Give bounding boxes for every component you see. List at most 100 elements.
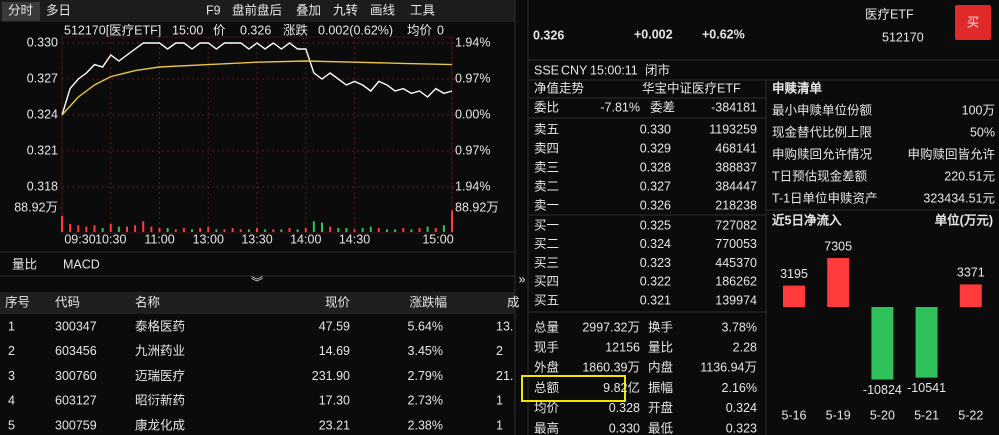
stat-label: 均价 (534, 401, 560, 415)
order-volume: 384447 (715, 179, 757, 193)
label: 涨跌 (283, 22, 309, 37)
x-tick-label: 09:30 (64, 232, 95, 246)
creation-value: 220.51元 (944, 169, 995, 183)
order-price: 0.328 (640, 160, 671, 174)
order-volume: 218238 (715, 198, 757, 212)
order-price: 0.323 (640, 256, 671, 270)
code-name: 512170[医疗ETF] (64, 23, 161, 37)
panel-title: 申赎清单 (772, 80, 823, 95)
x-tick-label: 14:00 (290, 232, 321, 246)
stat-label: 内盘 (648, 360, 673, 375)
label: 均价 (407, 23, 433, 37)
stat-label: 最低 (648, 421, 674, 435)
avg: 0 (437, 23, 444, 37)
time: 15:00 (172, 23, 203, 37)
stat-value: 2.16% (722, 381, 757, 395)
order-label: 买一 (534, 218, 559, 232)
y-tick-label: 0.321 (27, 143, 58, 157)
stat-value: 0.323 (726, 421, 757, 435)
stat-value: 2.28 (733, 340, 757, 354)
order-label: 买四 (534, 275, 559, 289)
table-cell[interactable]: 九洲药业 (135, 344, 185, 358)
order-volume: 727082 (715, 218, 757, 232)
status: 闭市 (645, 62, 670, 77)
table-cell[interactable]: 泰格医药 (135, 318, 185, 333)
stat-value: 0.328 (609, 401, 640, 415)
expand-arrow[interactable]: ︾ (251, 275, 264, 289)
table-cell: 603127 (55, 394, 97, 408)
table-cell: 1 (8, 319, 15, 333)
creation-label: 申购赎回允许情况 (772, 146, 873, 161)
order-volume: 468141 (715, 141, 757, 155)
order-price: 0.321 (640, 293, 671, 307)
toolbar-button[interactable]: 画线 (370, 3, 396, 17)
security-name: 医疗ETF (865, 7, 914, 21)
table-cell[interactable]: 康龙化成 (135, 417, 185, 432)
inflow-label: 3195 (780, 267, 808, 281)
table-cell: 21. (496, 369, 513, 383)
table-header[interactable]: 代码 (55, 295, 80, 309)
order-volume: 1193259 (709, 122, 757, 136)
x-tick-label: 15:00 (422, 232, 453, 246)
panel-title: 近5日净流入 (772, 212, 842, 227)
order-label: 卖二 (534, 179, 559, 193)
table-cell: 1 (496, 418, 503, 432)
inflow-bar (783, 285, 805, 307)
inflow-label: 3371 (957, 266, 985, 280)
table-cell: 2 (8, 344, 15, 358)
table-header[interactable]: 成 (507, 295, 520, 309)
x-tick-label: 10:30 (95, 232, 126, 246)
creation-label: 最小申赎单位份额 (772, 102, 873, 117)
table-cell: 2.79% (408, 369, 443, 383)
table-cell: 300759 (55, 418, 97, 432)
collapse-arrow[interactable]: » (519, 272, 526, 286)
table-cell[interactable]: 迈瑞医疗 (135, 369, 185, 383)
buy-button-bg[interactable] (955, 5, 991, 40)
toolbar-button[interactable]: 盘前盘后 (232, 2, 282, 17)
toolbar-button[interactable]: 工具 (410, 3, 436, 17)
nav-link[interactable]: 净值走势 (534, 80, 585, 95)
table-header[interactable]: 序号 (5, 294, 30, 309)
indicator-tab[interactable]: 量比 (12, 257, 37, 271)
table-cell: 4 (8, 394, 15, 408)
change: +0.002 (634, 27, 673, 41)
inflow-date: 5-16 (781, 408, 806, 422)
order-volume: 445370 (715, 256, 757, 270)
diff: -384181 (711, 100, 757, 114)
indicator-tab[interactable]: MACD (63, 257, 100, 271)
toolbar-tab[interactable]: 多日 (46, 3, 71, 17)
stat-value: 0.330 (609, 421, 640, 435)
table-cell: 5.64% (408, 319, 443, 333)
toolbar-tab[interactable]: 分时 (8, 3, 34, 17)
price-line (61, 60, 453, 116)
stat-label: 外盘 (534, 360, 559, 375)
table-header[interactable]: 涨跌幅 (409, 294, 447, 309)
table-header[interactable]: 名称 (135, 294, 160, 309)
stat-value: 9.82亿 (603, 380, 640, 395)
order-label: 卖三 (534, 160, 559, 174)
order-price: 0.327 (640, 179, 671, 193)
toolbar-button[interactable]: F9 (206, 3, 221, 17)
currency: CNY (561, 63, 588, 77)
toolbar-button[interactable]: 九转 (333, 2, 358, 17)
order-label: 买三 (534, 256, 559, 270)
x-tick-label: 11:00 (144, 232, 174, 246)
table-header-bg (0, 292, 515, 314)
table-cell[interactable]: 昭衍新药 (135, 393, 185, 408)
stat-label: 总量 (534, 320, 559, 334)
table-cell: 47.59 (319, 319, 350, 333)
y2-tick-label: 0.97% (455, 143, 490, 157)
table-cell: 5 (8, 418, 15, 432)
toolbar-button[interactable]: 叠加 (296, 3, 321, 17)
creation-value: 323434.51元 (923, 191, 995, 205)
table-header[interactable]: 现价 (325, 295, 351, 309)
buy-button[interactable]: 买 (967, 15, 980, 29)
label: 委比 (534, 100, 559, 114)
table-cell: 2 (496, 344, 503, 358)
order-volume: 770053 (715, 237, 757, 251)
inflow-bar (827, 258, 850, 307)
order-price: 0.324 (640, 237, 671, 251)
inflow-date: 5-19 (826, 408, 851, 422)
table-cell: 300760 (55, 369, 97, 383)
